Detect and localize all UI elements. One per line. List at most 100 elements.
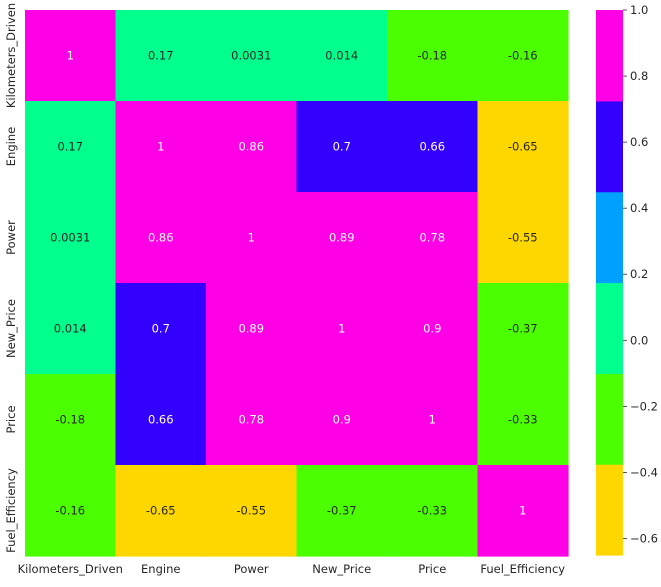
cell-value-label: -0.16 <box>55 504 85 518</box>
cell-value-label: 0.78 <box>419 231 445 245</box>
colorbar-tick-label: 0.6 <box>630 135 648 149</box>
cell-value-label: -0.18 <box>417 49 447 63</box>
cell-value-label: 0.86 <box>238 140 264 154</box>
heatmap-cell <box>206 101 298 193</box>
colorbar-tick-label: 0.0 <box>630 333 648 347</box>
heatmap-cell <box>25 283 117 375</box>
colorbar-segment <box>596 464 623 556</box>
cell-value-label: -0.33 <box>417 504 447 518</box>
heatmap-cell <box>25 374 117 466</box>
colorbar-segment <box>596 10 623 102</box>
cell-value-label: -0.65 <box>508 140 538 154</box>
y-tick-label: Kilometers_Driven <box>4 3 18 108</box>
heatmap-cell <box>477 10 569 102</box>
x-tick-label: New_Price <box>312 562 371 576</box>
heatmap-cell <box>115 374 207 466</box>
heatmap-cell <box>25 10 117 102</box>
cell-value-label: -0.37 <box>327 504 357 518</box>
x-tick-label: Price <box>418 562 446 576</box>
cell-value-label: 0.014 <box>325 49 358 63</box>
cell-value-label: 0.014 <box>54 322 87 336</box>
cell-value-label: -0.55 <box>508 231 538 245</box>
cell-value-label: 0.0031 <box>231 49 271 63</box>
heatmap-cell <box>115 101 207 193</box>
cell-value-label: 0.17 <box>57 140 83 154</box>
cell-value-label: 0.66 <box>148 413 174 427</box>
cell-value-label: 0.7 <box>152 322 170 336</box>
cell-value-label: -0.16 <box>508 49 538 63</box>
colorbar-tick-label: −0.4 <box>630 465 658 479</box>
cell-value-label: 1 <box>429 413 436 427</box>
heatmap-cell <box>296 374 388 466</box>
colorbar-tick-label: 0.2 <box>630 267 648 281</box>
cell-value-label: 0.9 <box>333 413 351 427</box>
heatmap-cell <box>296 101 388 193</box>
cell-value-label: -0.33 <box>508 413 538 427</box>
cell-value-label: -0.37 <box>508 322 538 336</box>
heatmap-cell <box>387 10 479 102</box>
colorbar-tick-label: −0.6 <box>630 531 658 545</box>
cell-value-label: 0.9 <box>423 322 441 336</box>
cell-value-label: 0.17 <box>148 49 174 63</box>
cell-value-label: 0.7 <box>333 140 351 154</box>
colorbar-tick-label: 1.0 <box>630 3 648 17</box>
x-tick-label: Power <box>234 562 269 576</box>
heatmap-cell <box>387 283 479 375</box>
x-tick-label: Fuel_Efficiency <box>480 562 565 576</box>
heatmap-cell <box>296 283 388 375</box>
y-tick-label: Power <box>4 220 18 255</box>
colorbar-tick-label: −0.2 <box>630 399 658 413</box>
heatmap-cell <box>387 465 479 557</box>
heatmap-cell <box>477 283 569 375</box>
heatmap-cells <box>25 10 569 557</box>
y-tick-label: Fuel_Efficiency <box>4 468 18 553</box>
x-tick-label: Engine <box>141 562 180 576</box>
heatmap-cell <box>25 101 117 193</box>
colorbar-tick-label: 0.4 <box>630 201 648 215</box>
colorbar-segment <box>596 100 623 193</box>
heatmap-cell <box>387 374 479 466</box>
colorbar-segment <box>596 373 623 465</box>
heatmap-cell <box>477 192 569 284</box>
heatmap-cell <box>477 374 569 466</box>
cell-value-label: 1 <box>157 140 164 154</box>
heatmap-cell <box>206 465 298 557</box>
y-tick-label: Price <box>4 405 18 433</box>
x-tick-label: Kilometers_Driven <box>18 562 123 576</box>
cell-value-label: -0.55 <box>236 504 266 518</box>
heatmap-cell <box>477 465 569 557</box>
heatmap-cell <box>115 192 207 284</box>
colorbar <box>596 10 623 556</box>
cell-value-label: 0.89 <box>238 322 264 336</box>
cell-value-label: 0.89 <box>329 231 355 245</box>
cell-value-label: 0.86 <box>148 231 174 245</box>
cell-value-label: 0.66 <box>419 140 445 154</box>
cell-value-label: 1 <box>338 322 345 336</box>
colorbar-segment <box>596 191 623 284</box>
cell-value-label: 1 <box>519 504 526 518</box>
cell-value-label: 0.78 <box>238 413 264 427</box>
heatmap-cell <box>115 465 207 557</box>
cell-value-label: 1 <box>248 231 255 245</box>
heatmap-cell <box>206 283 298 375</box>
heatmap-cell <box>206 374 298 466</box>
heatmap-cell <box>115 10 207 102</box>
heatmap-cell <box>387 192 479 284</box>
x-axis-tick-labels: Kilometers_Driven Engine Power New_Price Pri… <box>18 562 566 576</box>
colorbar-tick-labels: 1.0 0.8 0.6 0.4 0.2 0.0 −0.2 −0.4 −0.6 <box>623 3 658 545</box>
heatmap-cell <box>206 10 298 102</box>
cell-value-label: -0.65 <box>146 504 176 518</box>
heatmap-cell <box>25 192 117 284</box>
cell-value-label: 1 <box>67 49 74 63</box>
y-tick-label: New_Price <box>4 299 18 358</box>
heatmap-cell <box>387 101 479 193</box>
heatmap-cell <box>296 192 388 284</box>
heatmap-cell <box>477 101 569 193</box>
cell-value-label: 0.0031 <box>50 231 90 245</box>
colorbar-segment <box>596 282 623 374</box>
heatmap-cell <box>206 192 298 284</box>
cell-value-label: -0.18 <box>55 413 85 427</box>
y-axis-tick-labels: Kilometers_Driven Engine Power New_Price Pri… <box>4 3 18 553</box>
heatmap-cell <box>296 465 388 557</box>
heatmap-cell <box>296 10 388 102</box>
